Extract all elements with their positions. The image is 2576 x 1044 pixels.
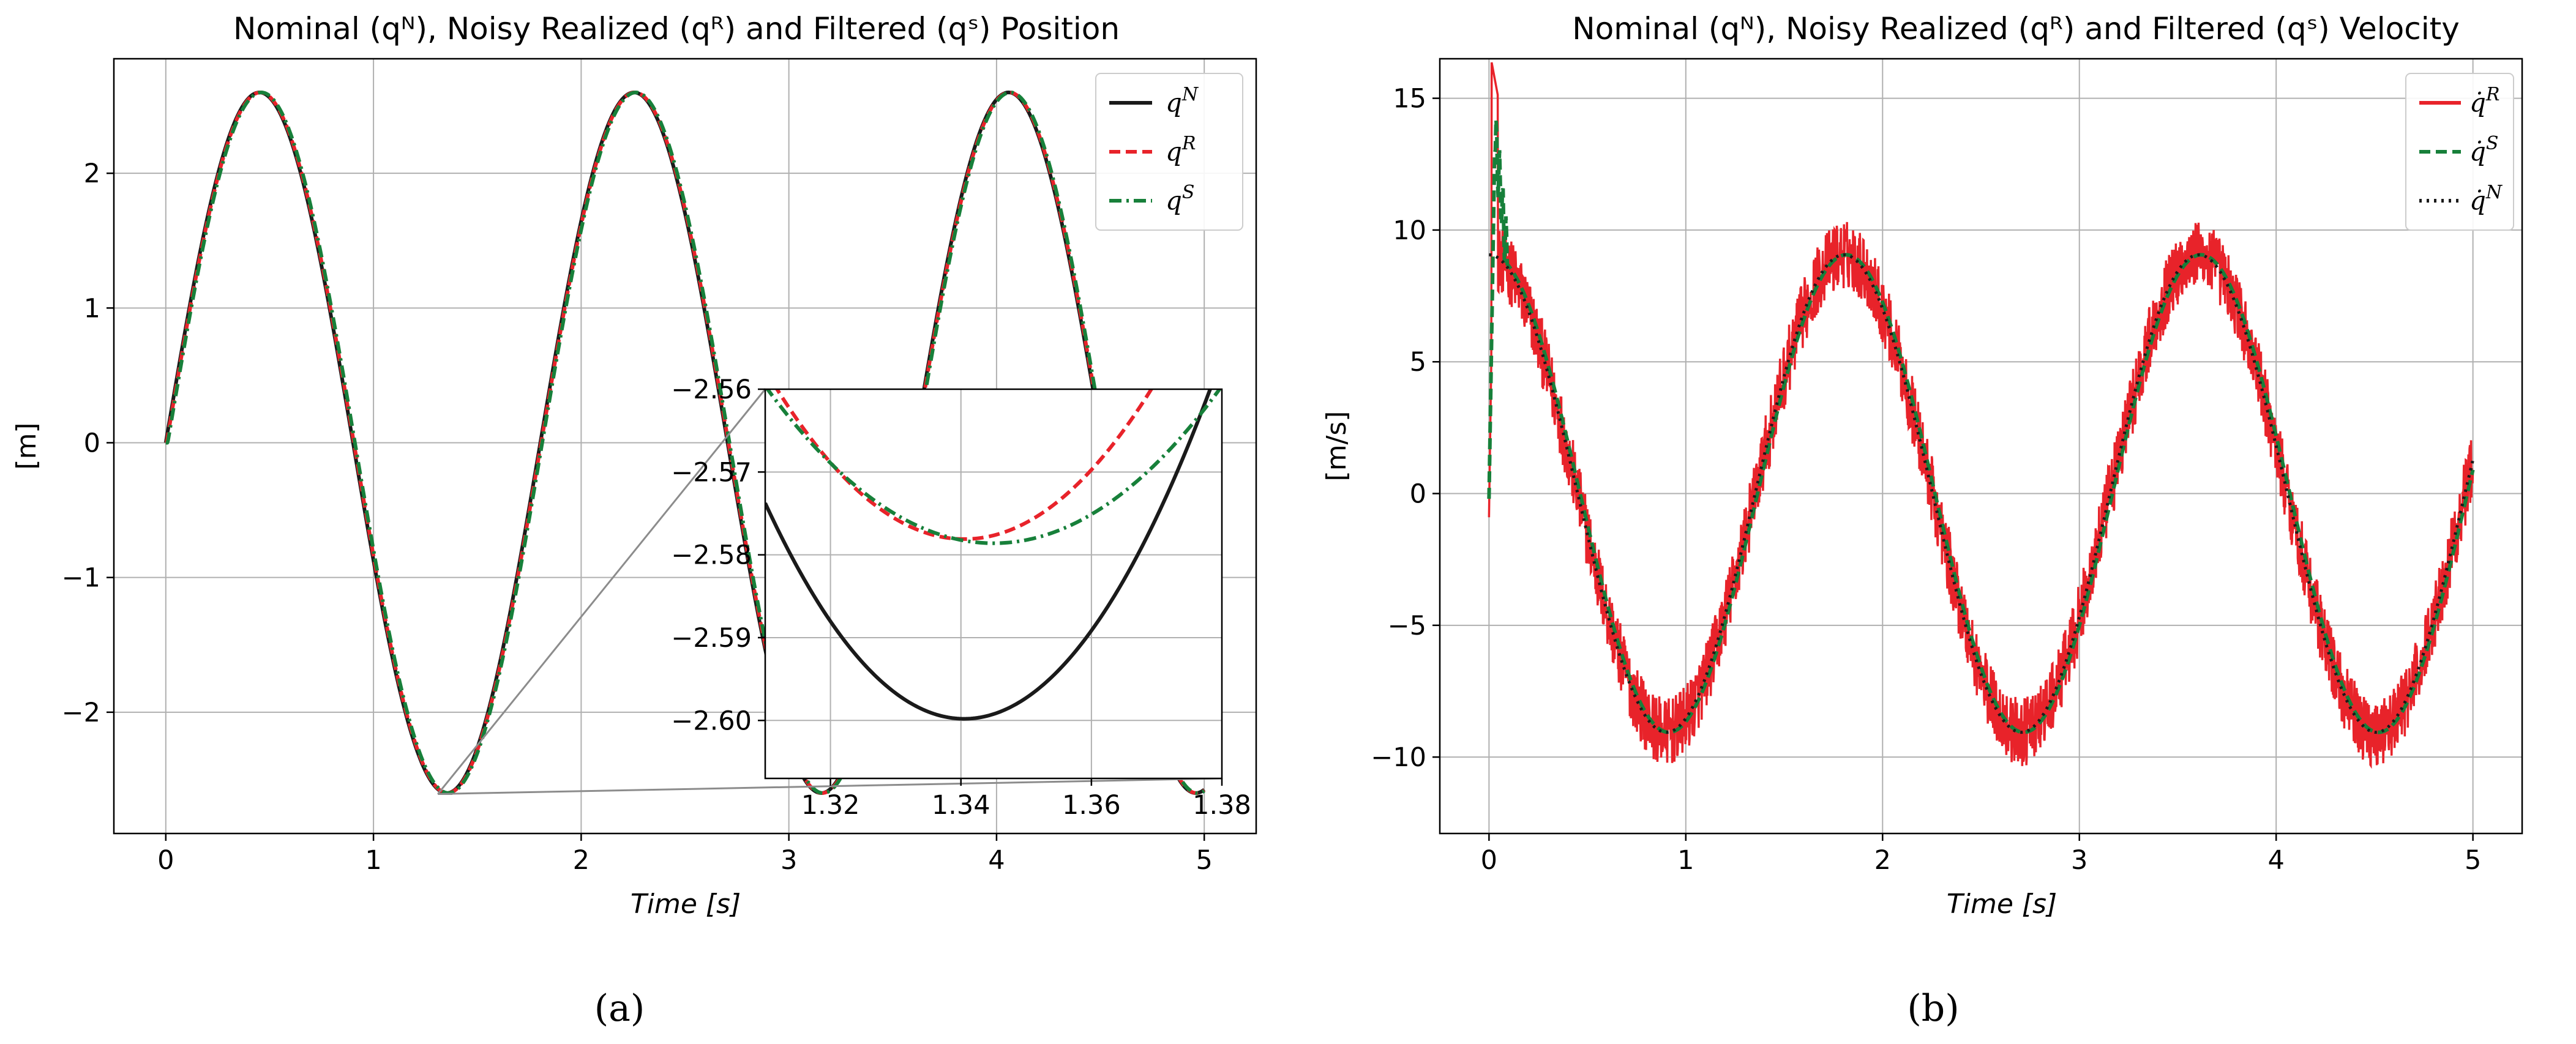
inset-xtick-label-0: 1.32 <box>801 790 860 821</box>
caption-b: (b) <box>1907 987 1959 1030</box>
inset-frame <box>764 388 1223 780</box>
position-ytick-label-2: 0 <box>84 428 100 458</box>
legend-label-qS: qS <box>1166 182 1194 215</box>
inset-series-qN <box>765 389 1213 721</box>
velocity-ytick-label-2: 5 <box>1410 347 1426 378</box>
position-xtick-label-3: 3 <box>781 845 797 876</box>
legend-label-qRdot: q̇R <box>2469 84 2499 117</box>
inset-series-qS <box>765 389 1222 545</box>
position-ytick-label-1: 1 <box>84 293 100 324</box>
position-xtick-label-0: 0 <box>157 845 174 876</box>
inset-series <box>765 389 1222 721</box>
velocity-legend: q̇R q̇S q̇N <box>2405 73 2514 231</box>
inset-ytick-label-4: −2.60 <box>671 706 752 736</box>
position-chart-title: Nominal (qᴺ), Noisy Realized (qᴿ) and Fi… <box>233 11 1120 47</box>
inset-xtick-label-1: 1.34 <box>932 790 990 821</box>
inset-ytick-label-2: −2.58 <box>671 540 752 571</box>
velocity-plot-frame <box>1439 58 2523 835</box>
inset-series-qR <box>774 389 1154 541</box>
velocity-ylabel: [m/s] <box>1321 411 1352 482</box>
position-ticks: 0 1 2 3 4 5 2 1 0 −1 −2 <box>62 158 1213 876</box>
velocity-xlabel: Time [s] <box>1947 889 2057 920</box>
velocity-ticks: 0 1 2 3 4 5 15 10 5 0 −5 −10 <box>1371 84 2481 876</box>
position-series <box>163 91 1206 795</box>
inset-ytick-label-1: −2.57 <box>671 457 752 488</box>
position-xtick-label-2: 2 <box>573 845 590 876</box>
position-ytick-label-0: 2 <box>84 158 100 189</box>
position-ylabel: [m] <box>11 422 42 469</box>
legend-label-qNdot: q̇N <box>2469 182 2503 215</box>
position-ytick-label-3: −1 <box>62 563 100 594</box>
position-legend: qN qR qS <box>1095 73 1243 231</box>
velocity-ytick-label-4: −5 <box>1388 611 1426 641</box>
velocity-ytick-label-1: 10 <box>1393 215 1426 246</box>
legend-label-qR: qR <box>1166 133 1196 166</box>
position-inset: 1.32 1.34 1.36 1.38 −2.56 −2.57 −2.58 −2.59 −2.6… <box>671 375 1251 821</box>
inset-xtick-label-3: 1.38 <box>1193 790 1251 821</box>
velocity-xtick-label-4: 4 <box>2268 845 2285 876</box>
legend-label-qN: qN <box>1166 84 1199 117</box>
position-ytick-label-4: −2 <box>62 698 100 728</box>
velocity-xtick-label-2: 2 <box>1874 845 1891 876</box>
caption-a: (a) <box>594 987 645 1030</box>
position-chart: Nominal (qᴺ), Noisy Realized (qᴿ) and Fi… <box>11 11 1257 920</box>
inset-ticks: 1.32 1.34 1.36 1.38 −2.56 −2.57 −2.58 −2.59 −2.6… <box>671 375 1251 821</box>
inset-ytick-label-0: −2.56 <box>671 375 752 405</box>
series-qSdot <box>1487 119 2475 734</box>
legend-label-qSdot: q̇S <box>2469 133 2498 166</box>
velocity-ytick-label-5: −10 <box>1371 742 1426 773</box>
series-qS <box>165 91 1205 795</box>
inset-ytick-label-3: −2.59 <box>671 623 752 654</box>
velocity-chart: Nominal (qᴺ), Noisy Realized (qᴿ) and Fi… <box>1321 11 2523 920</box>
position-xtick-label-5: 5 <box>1196 845 1213 876</box>
velocity-series <box>1487 62 2475 769</box>
velocity-ytick-label-3: 0 <box>1410 479 1426 510</box>
series-qNdot <box>1489 253 2475 734</box>
position-xtick-label-4: 4 <box>988 845 1005 876</box>
position-legend-box <box>1095 73 1243 231</box>
velocity-xtick-label-3: 3 <box>2071 845 2087 876</box>
velocity-xtick-label-5: 5 <box>2465 845 2481 876</box>
zoom-connector-upper <box>437 389 766 795</box>
position-xlabel: Time [s] <box>631 889 741 920</box>
velocity-xtick-label-1: 1 <box>1677 845 1694 876</box>
inset-xtick-label-2: 1.36 <box>1062 790 1121 821</box>
velocity-chart-title: Nominal (qᴺ), Noisy Realized (qᴿ) and Fi… <box>1572 11 2460 47</box>
velocity-xtick-label-0: 0 <box>1481 845 1497 876</box>
position-plot-frame <box>113 58 1257 835</box>
velocity-ytick-label-0: 15 <box>1393 84 1426 114</box>
position-xtick-label-1: 1 <box>365 845 381 876</box>
